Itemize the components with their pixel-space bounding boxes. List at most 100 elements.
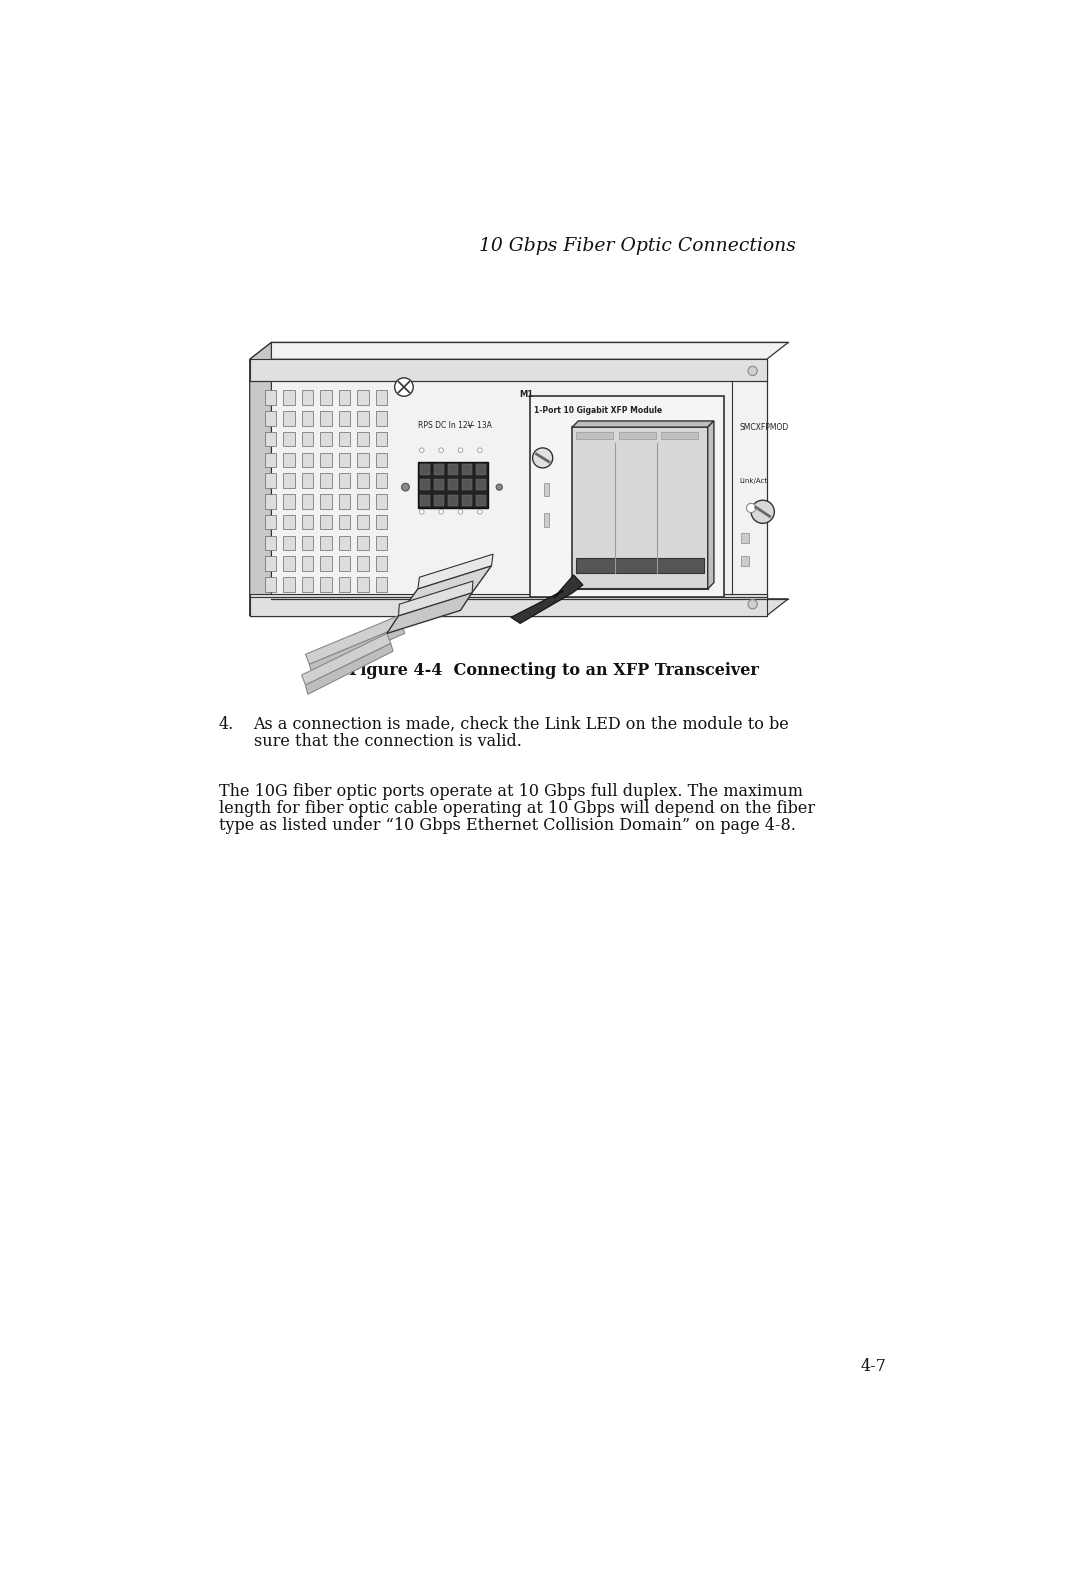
Polygon shape (249, 598, 788, 615)
Bar (339, 556, 350, 571)
Text: 1-Port 10 Gigabit XFP Module: 1-Port 10 Gigabit XFP Module (535, 405, 662, 414)
Bar (420, 479, 430, 490)
Bar (661, 432, 699, 438)
Bar (376, 432, 388, 446)
Bar (741, 534, 748, 543)
Bar (476, 495, 486, 506)
Bar (339, 432, 350, 446)
Bar (462, 495, 472, 506)
Text: SMCXFPMOD: SMCXFPMOD (740, 422, 788, 432)
Bar (339, 452, 350, 468)
Bar (434, 479, 444, 490)
Bar (476, 479, 486, 490)
Circle shape (394, 378, 414, 396)
Circle shape (458, 447, 463, 452)
Bar (357, 535, 369, 549)
Bar (357, 556, 369, 571)
Bar (376, 535, 388, 549)
Text: 4.: 4. (218, 716, 234, 733)
Bar (357, 432, 369, 446)
Bar (420, 495, 430, 506)
Bar (320, 473, 332, 488)
Text: RPS DC In 12V: RPS DC In 12V (418, 421, 473, 430)
Polygon shape (306, 615, 403, 664)
Bar (265, 391, 276, 405)
Bar (544, 513, 549, 528)
Text: 10 Gbps Fiber Optic Connections: 10 Gbps Fiber Optic Connections (478, 237, 796, 256)
Bar (320, 556, 332, 571)
Bar (320, 411, 332, 425)
Circle shape (748, 366, 757, 375)
Bar (339, 535, 350, 549)
Bar (301, 556, 313, 571)
Bar (357, 452, 369, 468)
Bar (376, 411, 388, 425)
Polygon shape (249, 342, 788, 360)
Bar (544, 482, 549, 496)
Circle shape (751, 501, 774, 523)
Circle shape (748, 600, 757, 609)
Text: — 13A: — 13A (467, 421, 491, 430)
Bar (576, 557, 704, 573)
Bar (283, 515, 295, 529)
Bar (448, 479, 458, 490)
Bar (462, 479, 472, 490)
Bar (434, 465, 444, 474)
Bar (301, 452, 313, 468)
Polygon shape (301, 633, 391, 685)
Bar (283, 452, 295, 468)
Circle shape (458, 510, 463, 513)
Bar (339, 495, 350, 509)
Bar (320, 495, 332, 509)
Bar (265, 578, 276, 592)
Bar (320, 391, 332, 405)
Bar (462, 465, 472, 474)
Bar (376, 473, 388, 488)
Text: type as listed under “10 Gbps Ethernet Collision Domain” on page 4-8.: type as listed under “10 Gbps Ethernet C… (218, 816, 796, 834)
Bar (283, 473, 295, 488)
Bar (265, 452, 276, 468)
Bar (448, 465, 458, 474)
Bar (619, 432, 656, 438)
Bar (530, 396, 724, 597)
Bar (320, 515, 332, 529)
Polygon shape (399, 565, 491, 615)
Bar (339, 411, 350, 425)
Bar (265, 473, 276, 488)
Polygon shape (309, 626, 405, 674)
Bar (301, 535, 313, 549)
Bar (376, 578, 388, 592)
Bar (376, 452, 388, 468)
Text: Link/Act: Link/Act (740, 477, 768, 484)
Circle shape (477, 447, 482, 452)
Circle shape (746, 504, 756, 512)
Bar (283, 391, 295, 405)
Bar (357, 495, 369, 509)
Bar (376, 556, 388, 571)
Polygon shape (249, 342, 271, 615)
Text: M1: M1 (519, 391, 534, 399)
Bar (283, 578, 295, 592)
Bar (265, 535, 276, 549)
Bar (357, 473, 369, 488)
Bar (265, 411, 276, 425)
Bar (301, 411, 313, 425)
Bar (339, 515, 350, 529)
Bar (265, 432, 276, 446)
Bar (265, 515, 276, 529)
Bar (434, 495, 444, 506)
Text: 4-7: 4-7 (861, 1358, 887, 1375)
Bar (301, 495, 313, 509)
Text: Figure 4-4  Connecting to an XFP Transceiver: Figure 4-4 Connecting to an XFP Transcei… (349, 663, 758, 678)
Polygon shape (249, 593, 767, 615)
Text: As a connection is made, check the Link LED on the module to be: As a connection is made, check the Link … (254, 716, 789, 733)
Bar (376, 495, 388, 509)
Circle shape (419, 447, 424, 452)
Polygon shape (511, 575, 583, 623)
Bar (283, 495, 295, 509)
Bar (339, 473, 350, 488)
Bar (418, 462, 488, 509)
Bar (741, 556, 748, 565)
Bar (357, 515, 369, 529)
Bar (339, 578, 350, 592)
